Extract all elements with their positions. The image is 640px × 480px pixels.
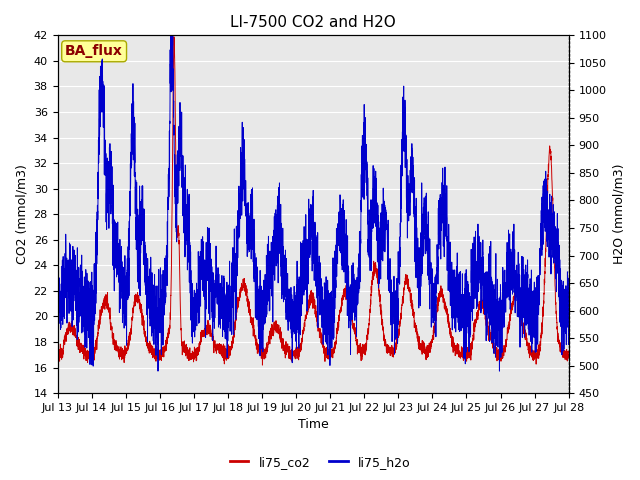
Y-axis label: CO2 (mmol/m3): CO2 (mmol/m3): [15, 164, 28, 264]
X-axis label: Time: Time: [298, 419, 328, 432]
Legend: li75_co2, li75_h2o: li75_co2, li75_h2o: [225, 451, 415, 474]
Title: LI-7500 CO2 and H2O: LI-7500 CO2 and H2O: [230, 15, 396, 30]
Text: BA_flux: BA_flux: [65, 44, 123, 58]
Y-axis label: H2O (mmol/m3): H2O (mmol/m3): [612, 164, 625, 264]
